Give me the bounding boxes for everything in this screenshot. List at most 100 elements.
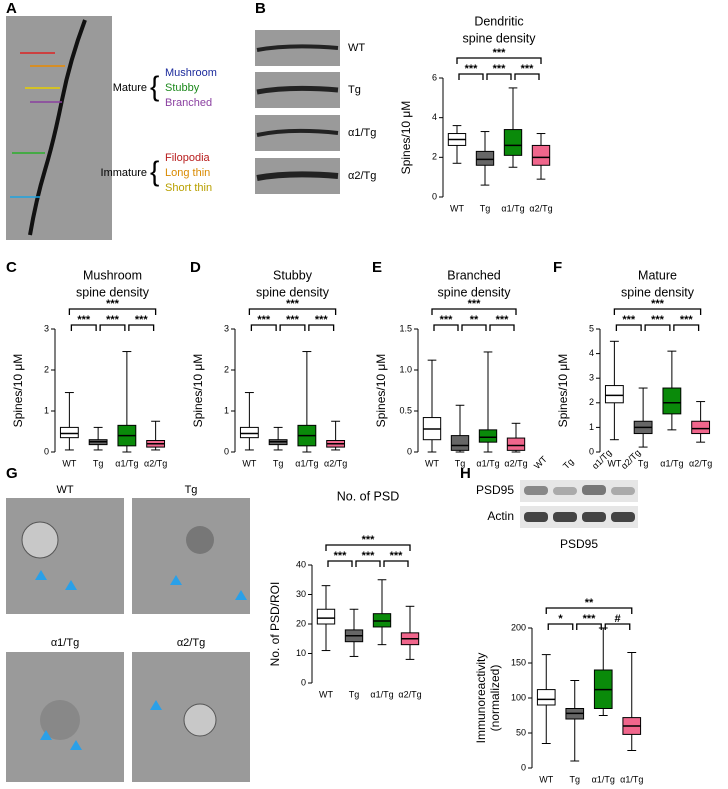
y-tick-label: 0 [589,446,594,456]
y-axis-label: Spines/10 μM [191,354,205,428]
y-tick-label: 0 [301,677,306,687]
panel-label: A [6,0,17,17]
significance-bracket [433,324,459,331]
strip-label: Tg [348,84,361,96]
significance-bracket [576,623,602,630]
y-tick-label: 4 [589,348,594,358]
y-tick-label: 6 [432,72,437,82]
y-tick-label: 50 [516,727,526,737]
y-tick-label: 1 [44,405,49,415]
significance-bracket [456,57,542,64]
image-label: α1/Tg [51,637,79,649]
y-tick-label: 4 [432,112,437,122]
group-label: Immature [101,167,147,179]
significance-label: *** [622,314,636,326]
y-tick-label: 150 [511,657,526,667]
y-tick-label: 40 [296,559,306,569]
significance-bracket [458,73,484,80]
box [478,429,498,443]
lane-label: WT [532,454,549,471]
significance-label: *** [493,47,507,59]
type-label: Branched [165,97,212,109]
significance-label: * [558,613,563,625]
significance-bracket [514,73,540,80]
significance-bracket [431,308,517,315]
x-tick-label: WT [425,458,439,468]
panel-label: H [460,465,471,482]
significance-label: *** [465,63,479,75]
x-tick-label: α1/Tg [592,774,615,784]
panel-label: B [255,0,266,17]
y-axis-label: Immunoreactivity [474,653,488,744]
x-tick-label: WT [607,458,621,468]
significance-bracket [128,324,155,331]
image-label: α2/Tg [177,637,205,649]
chart-title: Mushroom [83,268,142,282]
em-images [6,498,250,782]
x-tick-label: α2/Tg [144,458,167,468]
x-tick-label: α2/Tg [504,458,527,468]
x-tick-label: α1/Tg [660,458,683,468]
x-tick-label: α1/Tg [476,458,499,468]
x-tick-label: α1/Tg [620,774,643,784]
micrograph [6,16,112,240]
box [503,129,523,156]
chart-title: spine density [76,285,150,299]
box [475,150,495,166]
strip-label: WT [348,42,365,54]
significance-bracket [355,560,381,567]
significance-bracket [70,324,97,331]
significance-bracket [308,324,335,331]
chart-title: spine density [463,31,537,45]
x-tick-label: Tg [480,203,491,213]
significance-bracket [489,324,515,331]
image-label: Tg [185,484,198,496]
x-tick-label: α2/Tg [324,458,347,468]
significance-bracket [68,308,157,315]
blot-caption: PSD95 [560,537,598,551]
significance-bracket [250,324,277,331]
significance-label: ** [470,314,479,326]
box [506,437,526,451]
x-tick-label: α2/Tg [529,203,552,213]
y-tick-label: 2 [432,152,437,162]
significance-label: *** [315,314,329,326]
y-tick-label: 0 [224,446,229,456]
image-label: WT [56,484,73,496]
box [450,435,470,451]
x-tick-label: α1/Tg [295,458,318,468]
significance-bracket [383,560,409,567]
x-tick-label: WT [62,458,76,468]
y-tick-label: 1.0 [399,364,412,374]
y-tick-label: 1.5 [399,323,412,333]
y-tick-label: 2 [44,364,49,374]
strip-label: α2/Tg [348,170,376,182]
x-tick-label: WT [319,689,333,699]
significance-bracket [327,560,353,567]
panel-label: F [553,259,562,276]
x-tick-label: Tg [455,458,466,468]
significance-bracket [613,308,702,315]
x-tick-label: WT [242,458,256,468]
box [536,689,556,706]
significance-bracket [248,308,337,315]
y-tick-label: 1 [589,422,594,432]
y-tick-label: 2 [224,364,229,374]
y-tick-label: 20 [296,618,306,628]
brace: { [150,70,159,101]
panel-label: G [6,465,18,482]
significance-label: *** [440,314,454,326]
lane-label: Tg [561,457,576,472]
y-tick-label: 3 [589,373,594,383]
box [662,387,682,415]
significance-bracket [644,324,671,331]
significance-label: *** [106,298,120,310]
significance-label: *** [77,314,91,326]
significance-label: *** [286,314,300,326]
x-tick-label: α1/Tg [501,203,524,213]
significance-bracket [673,324,700,331]
type-label: Short thin [165,182,212,194]
y-tick-label: 200 [511,622,526,632]
chart-title: Branched [447,268,501,282]
significance-bracket [99,324,126,331]
